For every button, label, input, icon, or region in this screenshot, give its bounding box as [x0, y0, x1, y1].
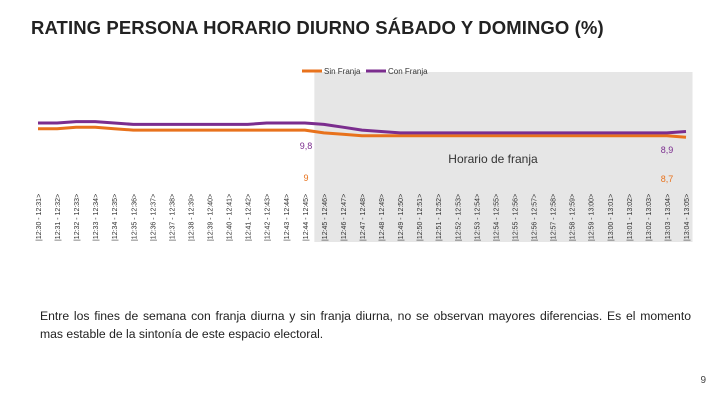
- x-tick-label: |12:40 - 12:41>: [227, 194, 234, 241]
- x-tick-label: |12:58 - 12:59>: [570, 194, 577, 241]
- series-line-sin-franja: [38, 125, 687, 139]
- x-tick-label: |12:43 - 12:44>: [284, 194, 291, 241]
- x-tick-label: |12:36 - 12:37>: [150, 194, 157, 241]
- x-tick-label: |12:56 - 12:57>: [532, 194, 539, 241]
- x-tick-label: |12:32 - 12:33>: [74, 194, 81, 241]
- body-paragraph: Entre los fines de semana con franja diu…: [40, 309, 691, 341]
- x-tick-label: |12:42 - 12:43>: [265, 194, 272, 241]
- x-tick-label: |12:51 - 12:52>: [436, 194, 443, 241]
- data-label-con-franja-first: 9,8: [300, 141, 313, 151]
- x-tick-label: |12:33 - 12:34>: [93, 194, 100, 241]
- franja-highlight-band: [314, 72, 693, 242]
- line-chart: Sin Franja Con Franja Horario de franja …: [36, 67, 693, 242]
- x-tick-label: |12:57 - 12:58>: [551, 194, 558, 241]
- x-tick-label: |13:00 - 13:01>: [608, 194, 615, 241]
- x-tick-label: |12:35 - 12:36>: [131, 194, 138, 241]
- x-tick-label: |12:30 - 12:31>: [36, 194, 43, 241]
- data-label-con-franja-last: 8,9: [661, 145, 674, 155]
- x-tick-label: |12:46 - 12:47>: [341, 194, 348, 241]
- legend-label-con-franja: Con Franja: [388, 67, 428, 76]
- x-tick-label: |12:54 - 12:55>: [493, 194, 500, 241]
- x-tick-label: |12:50 - 12:51>: [417, 194, 424, 241]
- franja-band-label: Horario de franja: [448, 152, 538, 166]
- x-tick-label: |12:53 - 12:54>: [474, 194, 481, 241]
- legend-label-sin-franja: Sin Franja: [324, 67, 361, 76]
- x-tick-label: |12:55 - 12:56>: [512, 194, 519, 241]
- x-tick-label: |13:03 - 13:04>: [665, 194, 672, 241]
- x-axis-tick-labels: |12:30 - 12:31> |12:31 - 12:32> |12:32 - 1…: [36, 194, 691, 241]
- x-tick-label: |12:31 - 12:32>: [55, 194, 62, 241]
- data-label-sin-franja-first: 9: [303, 173, 308, 183]
- page-title: RATING PERSONA HORARIO DIURNO SÁBADO Y D…: [31, 17, 604, 38]
- x-tick-label: |12:47 - 12:48>: [360, 194, 367, 241]
- page-number: 9: [700, 375, 706, 386]
- x-tick-label: |12:38 - 12:39>: [188, 194, 195, 241]
- chart-legend: Sin Franja Con Franja: [302, 67, 428, 76]
- x-tick-label: |12:41 - 12:42>: [246, 194, 253, 241]
- x-tick-label: |12:37 - 12:38>: [169, 194, 176, 241]
- x-tick-label: |12:52 - 12:53>: [455, 194, 462, 241]
- x-tick-label: |13:01 - 13:02>: [627, 194, 634, 241]
- x-tick-label: |12:48 - 12:49>: [379, 194, 386, 241]
- x-tick-label: |12:49 - 12:50>: [398, 194, 405, 241]
- x-tick-label: |12:45 - 12:46>: [322, 194, 329, 241]
- x-tick-label: |13:02 - 13:03>: [646, 194, 653, 241]
- x-tick-label: |12:59 - 13:00>: [589, 194, 596, 241]
- x-tick-label: |13:04 - 13:05>: [684, 194, 691, 241]
- x-tick-label: |12:44 - 12:45>: [303, 194, 310, 241]
- x-tick-label: |12:34 - 12:35>: [112, 194, 119, 241]
- data-label-sin-franja-last: 8,7: [661, 174, 674, 184]
- x-tick-label: |12:39 - 12:40>: [208, 194, 215, 241]
- series-line-con-franja: [38, 120, 687, 135]
